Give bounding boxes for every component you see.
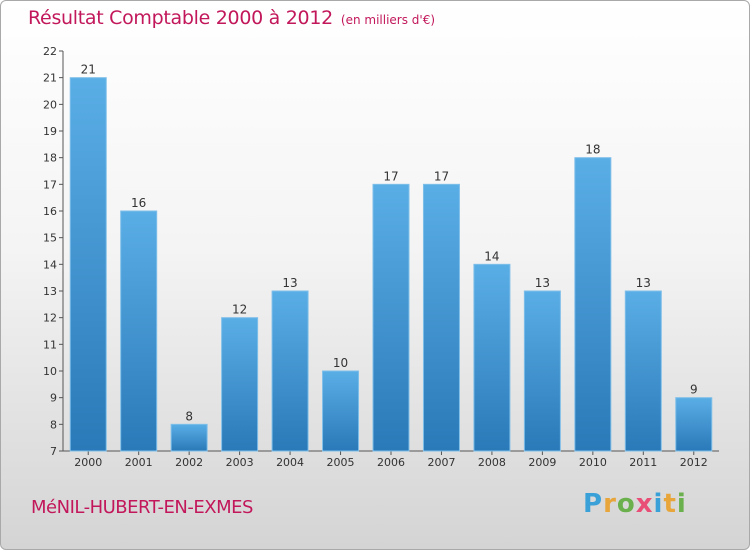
y-tick-label: 14: [43, 258, 57, 271]
commune-name: MéNIL-HUBERT-EN-EXMES: [31, 497, 253, 518]
y-tick-label: 13: [43, 285, 57, 298]
logo-letter: P: [583, 489, 604, 519]
bar: [322, 370, 360, 452]
x-tick-label: 2002: [175, 456, 203, 469]
proxiti-logo: Proxiti: [583, 489, 687, 519]
y-tick-label: 12: [43, 312, 57, 325]
data-label: 17: [383, 169, 398, 183]
x-tick-label: 2003: [226, 456, 254, 469]
bars: [69, 77, 713, 452]
y-tick-label: 21: [43, 72, 57, 85]
x-tick-label: 2004: [276, 456, 304, 469]
x-tick-label: 2012: [680, 456, 708, 469]
bar-chart: 7 8 9 10 11 12 13 14 15 16 17 18 19 20 21 22 2000 2001 200…: [43, 45, 719, 469]
bar: [120, 210, 158, 452]
logo-letter: i: [653, 489, 664, 519]
bar: [170, 423, 208, 452]
x-tick-label: 2006: [377, 456, 405, 469]
bar: [523, 290, 561, 452]
data-label: 12: [232, 303, 247, 317]
bar: [69, 77, 107, 452]
chart-title: Résultat Comptable 2000 à 2012 (en millie…: [28, 7, 435, 29]
x-tick-label: 2010: [579, 456, 607, 469]
data-label: 21: [81, 63, 96, 77]
bar: [422, 183, 460, 452]
y-tick-label: 20: [43, 98, 57, 111]
x-tick-label: 2008: [478, 456, 506, 469]
bar: [624, 290, 662, 452]
chart-subtitle: (en milliers d'€): [340, 13, 436, 27]
y-tick-label: 10: [43, 365, 57, 378]
bar: [221, 317, 259, 452]
bar: [473, 263, 511, 452]
y-tick-label: 9: [50, 392, 57, 405]
y-tick-label: 19: [43, 125, 57, 138]
data-label: 13: [636, 276, 651, 290]
y-tick-label: 17: [43, 178, 57, 191]
x-tick-label: 2001: [125, 456, 153, 469]
data-label: 14: [484, 249, 499, 263]
logo-letter: t: [663, 489, 677, 519]
bar: [675, 397, 713, 452]
data-label: 9: [690, 383, 698, 397]
x-tick-label: 2009: [528, 456, 556, 469]
x-tick-label: 2000: [74, 456, 102, 469]
x-tick-label: 2005: [327, 456, 355, 469]
data-label: 8: [185, 409, 193, 423]
data-labels: 21 16 8 12 13 10 17 17 14 13 18 13 9: [81, 63, 698, 424]
data-label: 16: [131, 196, 146, 210]
data-label: 13: [282, 276, 297, 290]
x-tick-label: 2011: [629, 456, 657, 469]
logo-letter: o: [616, 489, 636, 519]
y-tick-label: 16: [43, 205, 57, 218]
data-label: 17: [434, 169, 449, 183]
bar: [271, 290, 309, 452]
logo-letter: i: [676, 489, 687, 519]
chart-title-text: Résultat Comptable 2000 à 2012: [28, 7, 333, 29]
y-tick-label: 7: [50, 445, 57, 458]
y-tick-label: 15: [43, 232, 57, 245]
bar: [574, 157, 612, 452]
x-tick-label: 2007: [427, 456, 455, 469]
logo-letter: x: [635, 489, 654, 519]
data-label: 18: [585, 143, 600, 157]
y-tick-label: 8: [50, 418, 57, 431]
bar: [372, 183, 410, 452]
y-tick-label: 11: [43, 338, 57, 351]
y-tick-label: 18: [43, 152, 57, 165]
y-tick-label: 22: [43, 45, 57, 58]
logo-letter: r: [603, 489, 617, 519]
data-label: 10: [333, 356, 348, 370]
data-label: 13: [535, 276, 550, 290]
